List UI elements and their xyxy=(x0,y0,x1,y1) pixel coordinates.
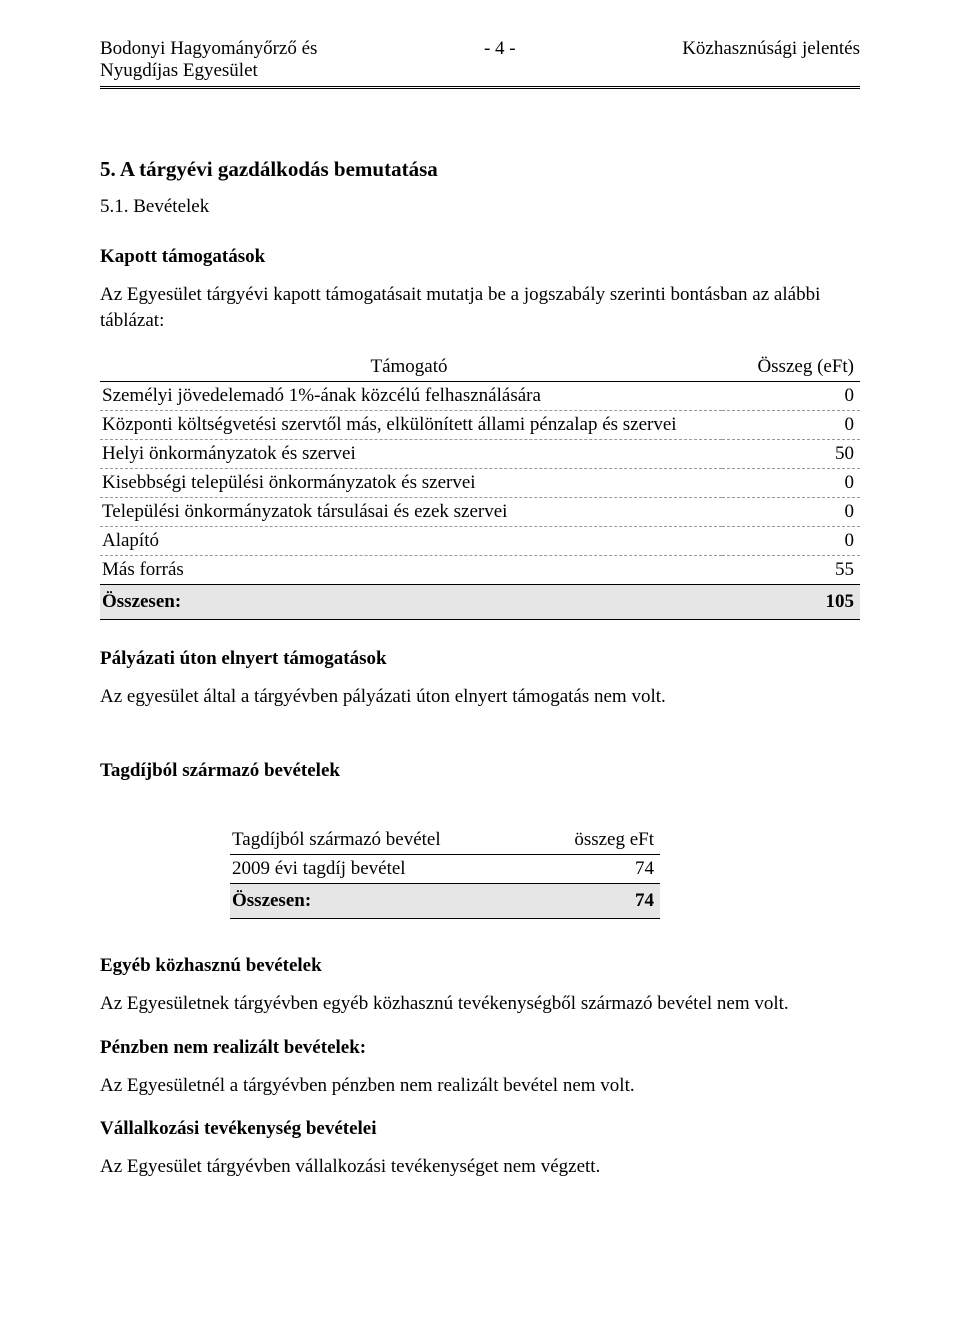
header-org-line2: Nyugdíjas Egyesület xyxy=(100,60,317,82)
egyeb-heading: Egyéb közhasznú bevételek xyxy=(100,955,860,977)
table-col-osszeg: Összeg (eFt) xyxy=(722,353,860,382)
table-cell-value: 0 xyxy=(722,527,860,556)
table-cell-value: 0 xyxy=(722,382,860,411)
table-total-row: Összesen: 74 xyxy=(230,883,660,918)
table-row: Települési önkormányzatok társulásai és … xyxy=(100,498,860,527)
table-cell-label: Más forrás xyxy=(100,556,722,585)
table-cell-value: 55 xyxy=(722,556,860,585)
subsection-5-1-title: 5.1. Bevételek xyxy=(100,196,860,218)
palyazati-heading: Pályázati úton elnyert támogatások xyxy=(100,648,860,670)
table-cell-value: 0 xyxy=(722,498,860,527)
table-col-value: összeg eFt xyxy=(542,826,660,855)
header-page-number: - 4 - xyxy=(484,38,516,60)
support-table: Támogató Összeg (eFt) Személyi jövedelem… xyxy=(100,353,860,620)
table-cell-label: Alapító xyxy=(100,527,722,556)
palyazati-text: Az egyesület által a tárgyévben pályázat… xyxy=(100,684,860,710)
table-cell-label: Személyi jövedelemadó 1%-ának közcélú fe… xyxy=(100,382,722,411)
table-total-row: Összesen: 105 xyxy=(100,585,860,620)
egyeb-text: Az Egyesületnek tárgyévben egyéb közhasz… xyxy=(100,991,860,1017)
table-row: 2009 évi tagdíj bevétel 74 xyxy=(230,854,660,883)
kapott-tamogatasok-heading: Kapott támogatások xyxy=(100,246,860,268)
section-5-title: 5. A tárgyévi gazdálkodás bemutatása xyxy=(100,157,860,182)
table-row: Alapító 0 xyxy=(100,527,860,556)
table-col-tamogato: Támogató xyxy=(100,353,722,382)
table-row: Más forrás 55 xyxy=(100,556,860,585)
table-cell-value: 0 xyxy=(722,469,860,498)
table-cell-label: Települési önkormányzatok társulásai és … xyxy=(100,498,722,527)
tagdij-heading: Tagdíjból származó bevételek xyxy=(100,760,860,782)
penzben-heading: Pénzben nem realizált bevételek: xyxy=(100,1037,860,1059)
table-col-label: Tagdíjból származó bevétel xyxy=(230,826,542,855)
table-cell-value: 0 xyxy=(722,411,860,440)
table-row: Személyi jövedelemadó 1%-ának közcélú fe… xyxy=(100,382,860,411)
page-header: Bodonyi Hagyományőrző és Nyugdíjas Egyes… xyxy=(100,38,860,89)
membership-fee-table: Tagdíjból származó bevétel összeg eFt 20… xyxy=(230,826,660,919)
header-org: Bodonyi Hagyományőrző és Nyugdíjas Egyes… xyxy=(100,38,317,82)
header-org-line1: Bodonyi Hagyományőrző és xyxy=(100,38,317,60)
table-row: Helyi önkormányzatok és szervei 50 xyxy=(100,440,860,469)
table-row: Központi költségvetési szervtől más, elk… xyxy=(100,411,860,440)
kapott-tamogatasok-intro: Az Egyesület tárgyévi kapott támogatásai… xyxy=(100,282,860,333)
table-header-row: Tagdíjból származó bevétel összeg eFt xyxy=(230,826,660,855)
spacer xyxy=(100,730,860,760)
table-row: Kisebbségi települési önkormányzatok és … xyxy=(100,469,860,498)
table-cell-value: 74 xyxy=(542,854,660,883)
table-total-label: Összesen: xyxy=(100,585,722,620)
page: Bodonyi Hagyományőrző és Nyugdíjas Egyes… xyxy=(0,0,960,1320)
table-cell-label: Központi költségvetési szervtől más, elk… xyxy=(100,411,722,440)
header-doc-title: Közhasznúsági jelentés xyxy=(682,38,860,60)
table-total-value: 74 xyxy=(542,883,660,918)
table-total-label: Összesen: xyxy=(230,883,542,918)
table-cell-label: Kisebbségi települési önkormányzatok és … xyxy=(100,469,722,498)
vallalkoz-text: Az Egyesület tárgyévben vállalkozási tev… xyxy=(100,1154,860,1180)
table-cell-label: 2009 évi tagdíj bevétel xyxy=(230,854,542,883)
table-header-row: Támogató Összeg (eFt) xyxy=(100,353,860,382)
penzben-text: Az Egyesületnél a tárgyévben pénzben nem… xyxy=(100,1073,860,1099)
table-cell-label: Helyi önkormányzatok és szervei xyxy=(100,440,722,469)
table-cell-value: 50 xyxy=(722,440,860,469)
spacer xyxy=(100,796,860,826)
vallalkoz-heading: Vállalkozási tevékenység bevételei xyxy=(100,1118,860,1140)
table-total-value: 105 xyxy=(722,585,860,620)
